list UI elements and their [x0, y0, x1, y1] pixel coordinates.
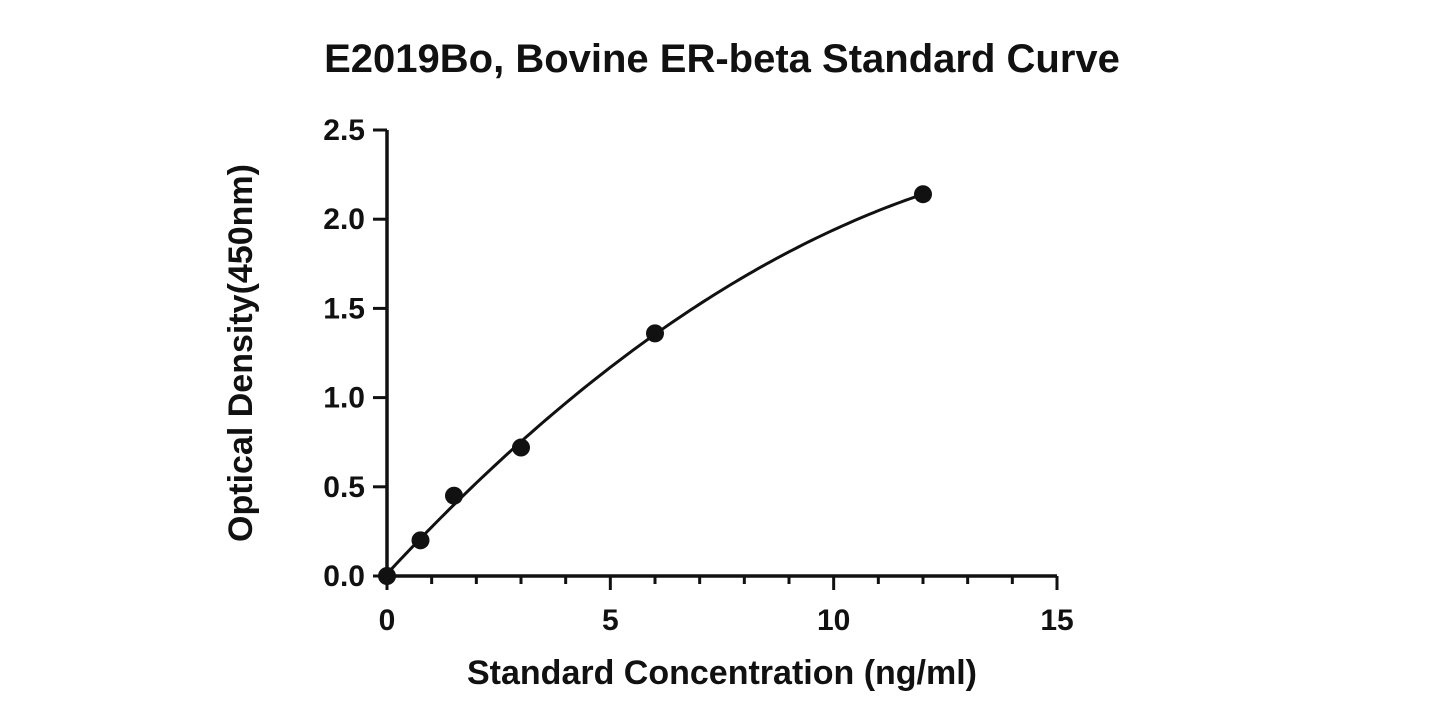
data-point	[914, 185, 932, 204]
data-point	[512, 438, 530, 457]
y-tick-label: 0.0	[323, 560, 365, 593]
data-point	[445, 486, 463, 505]
x-axis-label: Standard Concentration (ng/ml)	[467, 654, 977, 692]
data-point	[411, 531, 430, 550]
data-points	[378, 185, 932, 585]
data-point	[378, 567, 396, 585]
y-axis-label: Optical Density(450nm)	[222, 164, 260, 542]
y-tick-label: 2.0	[323, 203, 365, 236]
x-ticks: 0 5 10 15	[379, 576, 1074, 637]
y-tick-label: 1.5	[323, 292, 365, 325]
axes	[385, 130, 1057, 578]
y-ticks: 0.0 0.5 1.0 1.5 2.0 2.5	[323, 114, 387, 593]
chart-title: E2019Bo, Bovine ER-beta Standard Curve	[324, 37, 1120, 81]
y-tick-label: 1.0	[323, 382, 365, 415]
data-point	[646, 324, 664, 343]
x-tick-label: 10	[817, 604, 850, 637]
y-tick-label: 2.5	[323, 114, 365, 147]
fit-curve	[385, 192, 924, 575]
x-tick-label: 0	[379, 604, 396, 637]
y-tick-label: 0.5	[323, 471, 365, 504]
x-tick-label: 5	[602, 604, 619, 637]
x-tick-label: 15	[1040, 604, 1073, 637]
